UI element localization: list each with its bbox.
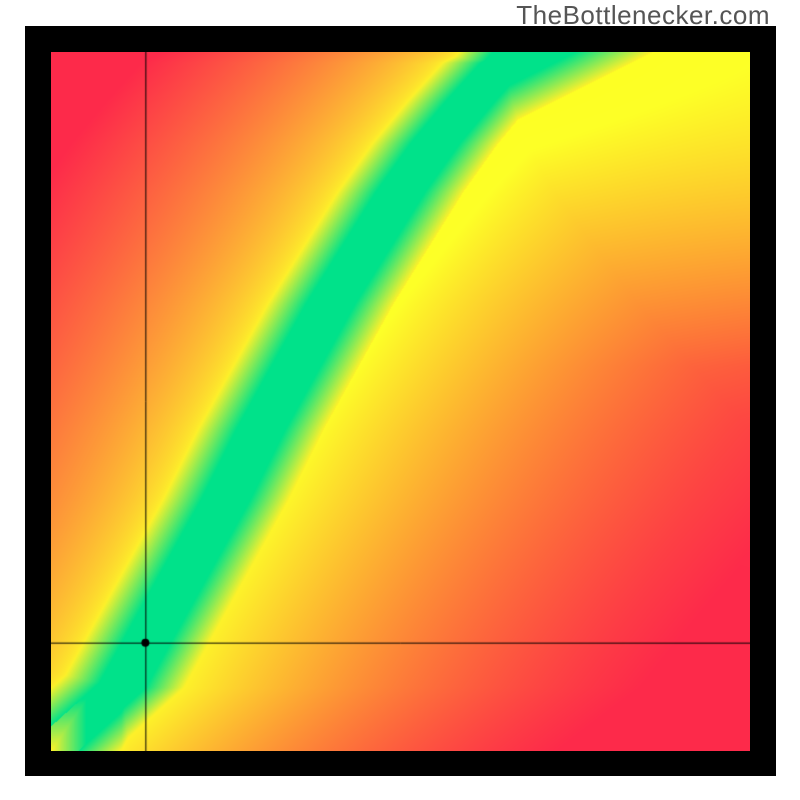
chart-border: [25, 26, 776, 776]
heatmap-canvas: [51, 52, 750, 751]
heatmap-container: [51, 52, 750, 751]
watermark-text: TheBottlenecker.com: [516, 0, 770, 31]
